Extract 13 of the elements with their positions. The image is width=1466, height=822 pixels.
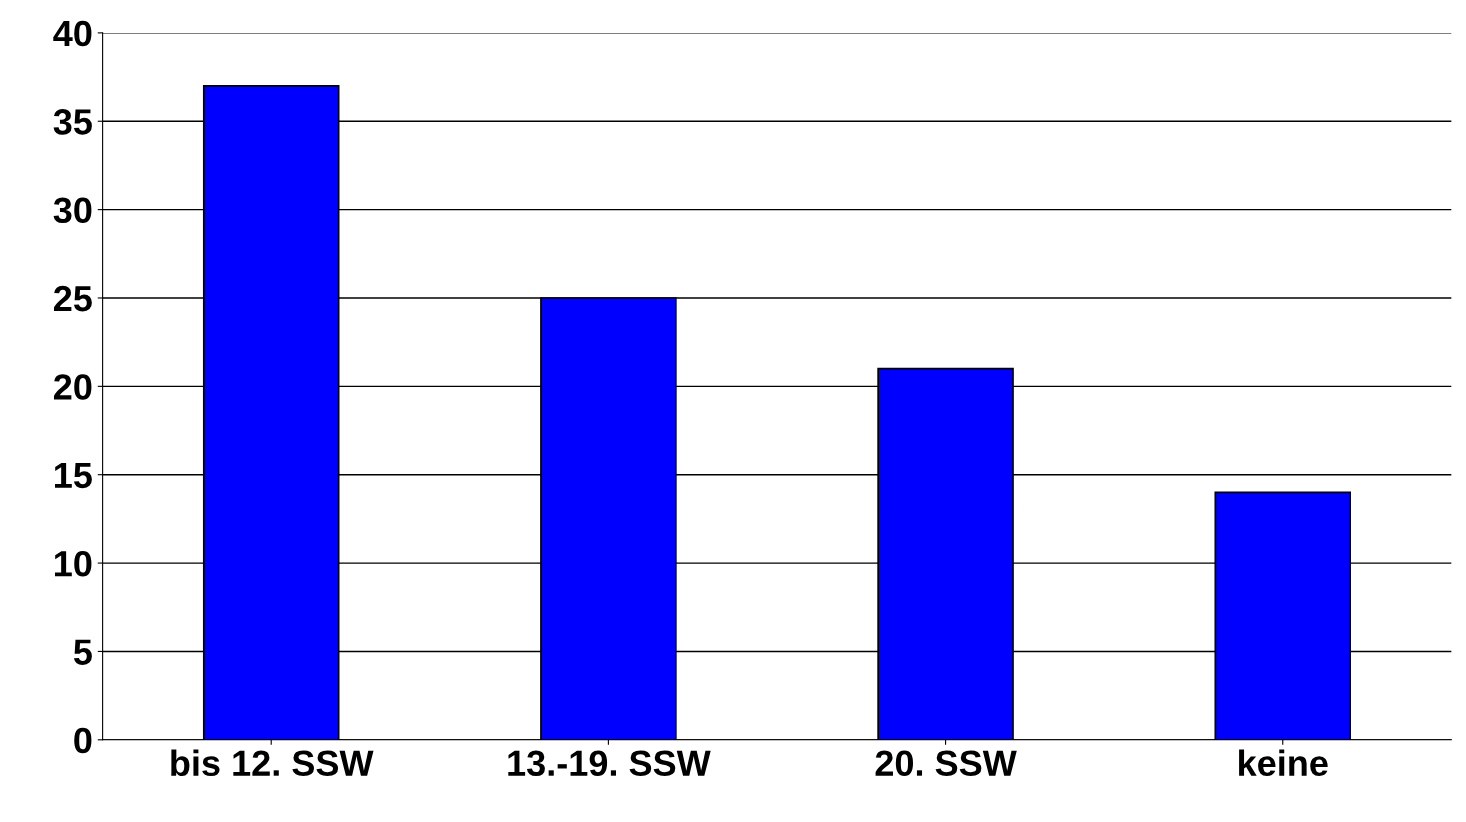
y-tick-label: 0: [74, 727, 92, 754]
y-tick-label: 35: [53, 109, 92, 135]
x-tick-label: keine: [1239, 749, 1328, 777]
y-tick-label: 15: [55, 462, 92, 489]
y-tick-label: 25: [53, 285, 92, 312]
y-tick-label: 5: [73, 639, 92, 665]
y-tick-label: 10: [55, 550, 92, 577]
y-tick-label: 30: [53, 197, 92, 224]
y-tick-label: 40: [53, 20, 92, 47]
y-tick-label: 20: [53, 374, 92, 400]
x-tick-label: 20. SSW: [875, 750, 1017, 777]
x-tick-label: 13.-19. SSW: [508, 750, 711, 777]
x-tick-label: bis 12. SSW: [171, 749, 374, 777]
